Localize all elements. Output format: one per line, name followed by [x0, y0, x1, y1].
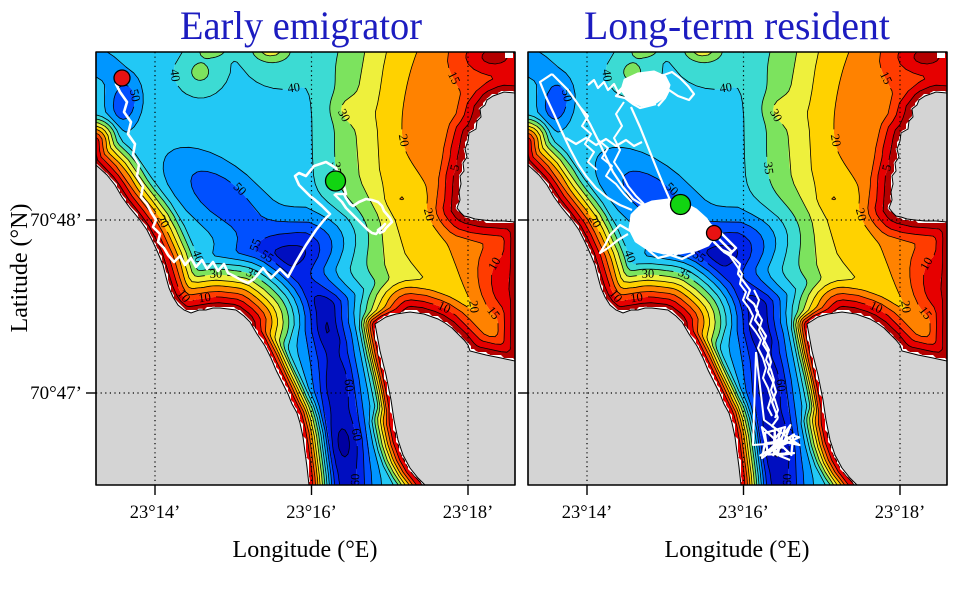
- svg-text:70°48’: 70°48’: [30, 210, 82, 231]
- svg-text:23°16’: 23°16’: [718, 503, 769, 523]
- svg-text:Latitude (°N): Latitude (°N): [7, 204, 33, 333]
- svg-text:23°18’: 23°18’: [443, 503, 494, 523]
- svg-text:70°47’: 70°47’: [30, 383, 82, 404]
- svg-text:Longitude (°E): Longitude (°E): [665, 537, 810, 563]
- svg-text:23°16’: 23°16’: [286, 503, 337, 523]
- svg-text:23°18’: 23°18’: [875, 503, 926, 523]
- svg-text:Longitude (°E): Longitude (°E): [233, 537, 378, 563]
- svg-text:Long-term resident: Long-term resident: [584, 3, 890, 48]
- svg-text:Early emigrator: Early emigrator: [180, 3, 422, 48]
- svg-text:23°14’: 23°14’: [130, 503, 181, 523]
- svg-text:23°14’: 23°14’: [562, 503, 613, 523]
